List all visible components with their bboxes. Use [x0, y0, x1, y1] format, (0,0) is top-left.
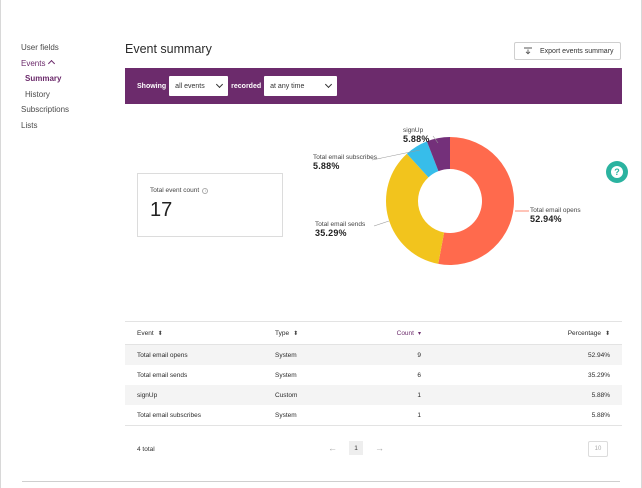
- cell-event: signUp: [137, 391, 158, 399]
- sidebar-item-summary[interactable]: Summary: [25, 74, 62, 83]
- table-body: Total email opens System 9 52.94% Total …: [125, 345, 622, 425]
- table-row: Total email subscribes System 1 5.88%: [125, 405, 622, 425]
- column-header-label: Percentage: [567, 329, 601, 337]
- bottom-divider: [22, 481, 620, 482]
- export-events-summary-button[interactable]: Export events summary: [514, 42, 621, 60]
- donut-slice-total-email-opens[interactable]: [438, 137, 514, 265]
- cell-percentage: 5.88%: [591, 391, 610, 399]
- slice-name: Total email sends: [315, 221, 366, 228]
- sidebar-item-subscriptions[interactable]: Subscriptions: [21, 105, 70, 114]
- slice-label-signup: signUp 5.88%: [403, 127, 430, 144]
- donut-slice-signup[interactable]: [426, 137, 450, 172]
- sidebar-item-events[interactable]: Events: [21, 58, 111, 74]
- column-header-label: Type: [275, 329, 290, 337]
- cell-type: System: [275, 351, 297, 359]
- cell-count: 6: [417, 371, 421, 379]
- cell-percentage: 5.88%: [591, 411, 610, 419]
- slice-percent: 35.29%: [315, 228, 347, 238]
- metric-value: 17: [150, 199, 173, 221]
- slice-percent: 5.88%: [403, 134, 430, 144]
- event-select-value: all events: [175, 82, 205, 90]
- donut-slice-total-email-subscribes[interactable]: [406, 141, 439, 178]
- showing-label: Showing: [137, 82, 167, 90]
- donut-slice-total-email-sends[interactable]: [386, 153, 445, 264]
- leader-line-subscribes: [371, 149, 421, 161]
- event-donut-chart: [386, 137, 514, 265]
- pagination: ← 1 →: [328, 441, 384, 455]
- sort-icon: ⬍: [604, 330, 610, 337]
- cell-type: System: [275, 411, 297, 419]
- column-header-event[interactable]: Event ⬍: [125, 330, 273, 337]
- table-row: Total email opens System 9 52.94%: [125, 345, 622, 365]
- table-header: Event ⬍ Type ⬍ Count ▾ Percentage ⬍: [125, 321, 622, 345]
- help-button[interactable]: ?: [606, 161, 628, 183]
- sidebar-item-user-fields[interactable]: User fields: [21, 43, 59, 52]
- cell-event: Total email subscribes: [137, 411, 201, 419]
- total-count: 4 total: [137, 446, 155, 453]
- sidebar-item-lists[interactable]: Lists: [21, 120, 38, 130]
- event-select[interactable]: all events: [169, 76, 229, 96]
- cell-type: System: [275, 371, 297, 379]
- table-row: Total email sends System 6 35.29%: [125, 365, 622, 385]
- help-icon: ?: [611, 166, 623, 178]
- events-table: Event ⬍ Type ⬍ Count ▾ Percentage ⬍ Total em…: [125, 321, 622, 426]
- page-number-button[interactable]: 1: [349, 441, 363, 455]
- info-icon[interactable]: i: [202, 187, 209, 194]
- time-select[interactable]: at any time: [264, 76, 338, 96]
- metric-label-row: Total event count i: [150, 187, 270, 194]
- sidebar-item-history[interactable]: History: [25, 89, 50, 99]
- sort-desc-icon: ▾: [417, 330, 421, 337]
- column-header-type[interactable]: Type ⬍: [273, 330, 353, 337]
- slice-percent: 5.88%: [313, 161, 340, 171]
- page-title: Event summary: [125, 42, 212, 56]
- download-icon: [524, 47, 532, 55]
- slice-percent: 52.94%: [530, 214, 562, 224]
- cell-event: Total email opens: [137, 351, 188, 359]
- cell-type: Custom: [275, 391, 298, 399]
- table-bottom-rule: [125, 425, 622, 426]
- export-label: Export events summary: [540, 47, 614, 55]
- cell-event: Total email sends: [137, 371, 188, 379]
- cell-percentage: 52.94%: [587, 351, 610, 359]
- cell-count: 9: [417, 351, 421, 359]
- sort-icon: ⬍: [293, 330, 299, 337]
- slice-name: Total email opens: [530, 207, 581, 214]
- cell-percentage: 35.29%: [587, 371, 610, 379]
- time-select-value: at any time: [270, 82, 305, 90]
- prev-page-arrow-icon[interactable]: ←: [328, 443, 337, 453]
- slice-label-sends: Total email sends 35.29%: [315, 221, 365, 238]
- slice-label-opens: Total email opens 52.94%: [530, 207, 581, 224]
- column-header-count[interactable]: Count ▾: [353, 330, 423, 337]
- slice-label-subscribes: Total email subscribes 5.88%: [313, 154, 377, 171]
- sidebar: User fields Events Summary History Subsc…: [21, 42, 111, 135]
- table-row: signUp Custom 1 5.88%: [125, 385, 622, 405]
- next-page-arrow-icon[interactable]: →: [375, 443, 384, 453]
- slice-name: signUp: [403, 127, 424, 134]
- leader-line-signup: [432, 135, 439, 144]
- column-header-label: Event: [137, 329, 154, 337]
- recorded-label: recorded: [231, 82, 262, 90]
- slice-name: Total email subscribes: [313, 154, 377, 161]
- metric-label: Total event count: [150, 187, 200, 194]
- column-header-label: Count: [396, 329, 414, 337]
- filter-bar: Showing all events recorded at any time: [125, 68, 622, 104]
- sort-icon: ⬍: [157, 330, 163, 337]
- cell-count: 1: [417, 411, 421, 419]
- cell-count: 1: [417, 391, 421, 399]
- leader-line-sends: [373, 220, 390, 227]
- total-event-count-card: Total event count i 17: [137, 173, 283, 237]
- column-header-percentage[interactable]: Percentage ⬍: [423, 330, 610, 337]
- per-page-select[interactable]: 10: [588, 441, 608, 457]
- sidebar-item-label: Events: [21, 58, 46, 68]
